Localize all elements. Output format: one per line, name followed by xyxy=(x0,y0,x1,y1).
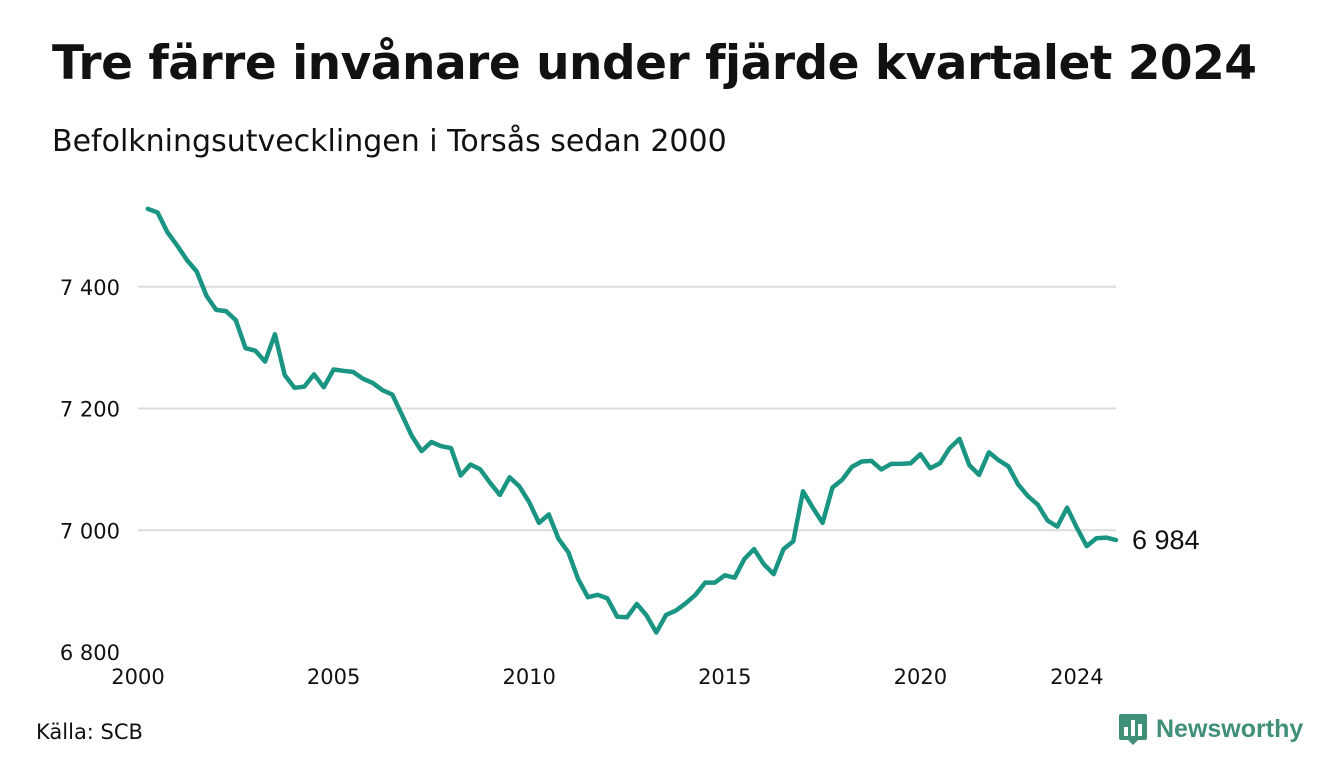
y-tick-label: 6 800 xyxy=(60,641,120,665)
y-tick-label: 7 000 xyxy=(60,519,120,543)
y-tick-label: 7 200 xyxy=(60,398,120,422)
series-layer xyxy=(145,206,1119,635)
x-axis-tick-labels: 2000 2005 2010 2015 2020 2024 xyxy=(111,665,1103,689)
end-value-label: 6 984 xyxy=(1132,525,1200,555)
x-tick-label: 2024 xyxy=(1050,665,1103,689)
x-tick-label: 2010 xyxy=(502,665,555,689)
chart-title: Tre färre invånare under fjärde kvartale… xyxy=(52,36,1257,91)
brand-logo: Newsworthy xyxy=(1118,712,1303,746)
y-tick-label: 7 400 xyxy=(60,276,120,300)
annotation-layer: 6 984 xyxy=(1132,525,1200,555)
x-tick-label: 2015 xyxy=(698,665,751,689)
series-line xyxy=(145,206,1119,635)
x-tick-label: 2000 xyxy=(111,665,164,689)
x-tick-label: 2005 xyxy=(307,665,360,689)
x-tick-label: 2020 xyxy=(894,665,947,689)
grid-lines xyxy=(138,285,1116,532)
chart-subtitle: Befolkningsutvecklingen i Torsås sedan 2… xyxy=(52,124,727,159)
source-label: Källa: SCB xyxy=(36,720,143,744)
brand-name: Newsworthy xyxy=(1156,714,1304,743)
bar-chart-speech-bubble-icon xyxy=(1119,714,1147,745)
y-axis-tick-labels: 6 800 7 000 7 200 7 400 xyxy=(60,276,120,665)
